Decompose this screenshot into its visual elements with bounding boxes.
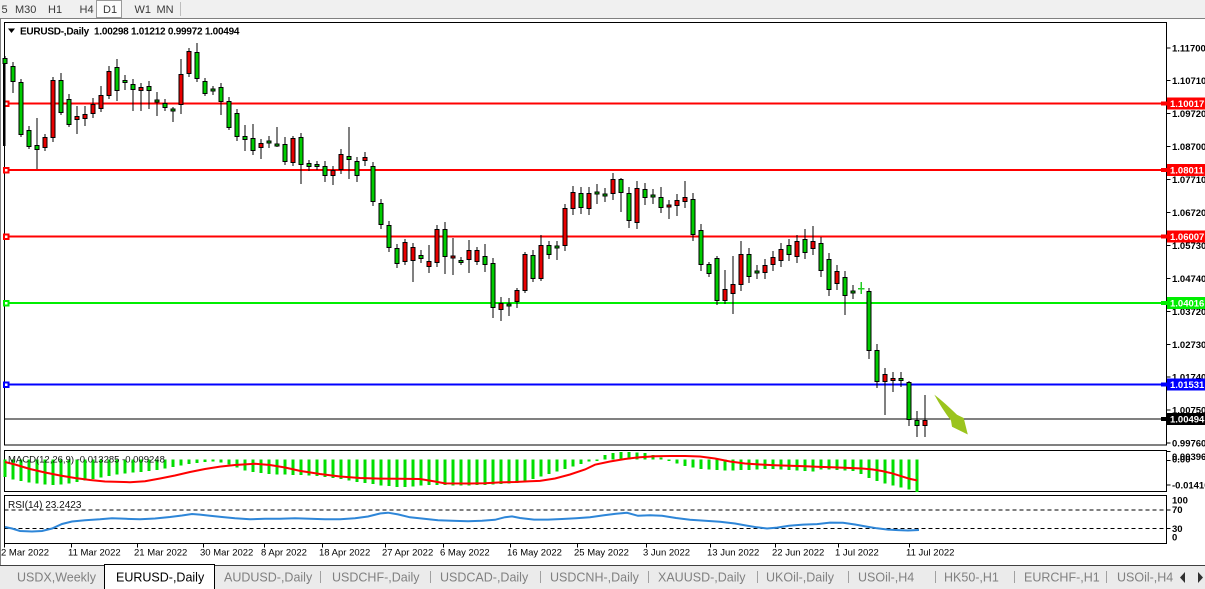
svg-text:11 Mar 2022: 11 Mar 2022 bbox=[68, 548, 121, 559]
svg-text:XAUUSD-,Daily: XAUUSD-,Daily bbox=[658, 571, 746, 585]
svg-text:1.08700: 1.08700 bbox=[1172, 142, 1205, 153]
svg-text:11 Jul 2022: 11 Jul 2022 bbox=[906, 548, 954, 559]
svg-text:1.04016: 1.04016 bbox=[1170, 298, 1204, 309]
svg-text:EURUSD-,Daily 1.00298 1.01212: EURUSD-,Daily 1.00298 1.01212 0.99972 1.… bbox=[20, 27, 240, 38]
svg-text:USDCNH-,Daily: USDCNH-,Daily bbox=[550, 571, 640, 585]
svg-text:USDCHF-,Daily: USDCHF-,Daily bbox=[332, 571, 420, 585]
svg-text:13 Jun 2022: 13 Jun 2022 bbox=[707, 548, 759, 559]
svg-text:M30: M30 bbox=[15, 4, 36, 16]
svg-text:27 Apr 2022: 27 Apr 2022 bbox=[382, 548, 433, 559]
svg-text:1.00750: 1.00750 bbox=[1172, 406, 1205, 417]
svg-text:18 Apr 2022: 18 Apr 2022 bbox=[319, 548, 370, 559]
svg-text:1.04740: 1.04740 bbox=[1172, 274, 1205, 285]
svg-text:3 Jun 2022: 3 Jun 2022 bbox=[643, 548, 690, 559]
svg-text:1 Jul 2022: 1 Jul 2022 bbox=[835, 548, 879, 559]
svg-text:1.06720: 1.06720 bbox=[1172, 208, 1205, 219]
svg-text:HK50-,H1: HK50-,H1 bbox=[944, 571, 999, 585]
svg-text:1.03720: 1.03720 bbox=[1172, 307, 1205, 318]
svg-text:30: 30 bbox=[1172, 524, 1183, 535]
svg-text:1.02730: 1.02730 bbox=[1172, 340, 1205, 351]
svg-text:1.08011: 1.08011 bbox=[1170, 165, 1205, 176]
svg-text:0: 0 bbox=[1172, 533, 1177, 544]
svg-text:0.99760: 0.99760 bbox=[1172, 439, 1205, 450]
svg-text:1.01531: 1.01531 bbox=[1170, 380, 1205, 391]
svg-text:6 May 2022: 6 May 2022 bbox=[440, 548, 490, 559]
svg-text:USDCAD-,Daily: USDCAD-,Daily bbox=[440, 571, 529, 585]
svg-text:1.00494: 1.00494 bbox=[1170, 414, 1205, 425]
svg-text:UKOil-,Daily: UKOil-,Daily bbox=[766, 571, 835, 585]
svg-text:USDX,Weekly: USDX,Weekly bbox=[17, 571, 97, 585]
svg-text:1.07710: 1.07710 bbox=[1172, 175, 1205, 186]
svg-text:70: 70 bbox=[1172, 505, 1183, 516]
svg-text:EURUSD-,Daily: EURUSD-,Daily bbox=[116, 571, 205, 585]
svg-text:EURCHF-,H1: EURCHF-,H1 bbox=[1024, 571, 1100, 585]
svg-text:H1: H1 bbox=[48, 4, 62, 16]
svg-text:MN: MN bbox=[157, 4, 174, 16]
svg-text:1.10710: 1.10710 bbox=[1172, 76, 1205, 87]
svg-text:100: 100 bbox=[1172, 496, 1188, 507]
svg-text:USOil-,H4: USOil-,H4 bbox=[858, 571, 914, 585]
svg-text:1.06007: 1.06007 bbox=[1170, 232, 1204, 243]
svg-text:2 Mar 2022: 2 Mar 2022 bbox=[1, 548, 49, 559]
svg-text:30 Mar 2022: 30 Mar 2022 bbox=[200, 548, 253, 559]
svg-text:1.05730: 1.05730 bbox=[1172, 241, 1205, 252]
svg-text:0.003962: 0.003962 bbox=[1172, 452, 1205, 463]
svg-text:1.10017: 1.10017 bbox=[1170, 99, 1204, 110]
svg-text:25 May 2022: 25 May 2022 bbox=[574, 548, 629, 559]
svg-text:USOil-,H4: USOil-,H4 bbox=[1117, 571, 1173, 585]
svg-text:H4: H4 bbox=[80, 4, 94, 16]
svg-text:W1: W1 bbox=[135, 4, 152, 16]
svg-text:1.01740: 1.01740 bbox=[1172, 373, 1205, 384]
svg-text:5: 5 bbox=[2, 4, 8, 16]
svg-text:-0.01410: -0.01410 bbox=[1172, 481, 1205, 492]
svg-text:1.11700: 1.11700 bbox=[1172, 43, 1205, 54]
svg-text:1.09720: 1.09720 bbox=[1172, 109, 1205, 120]
svg-text:21 Mar 2022: 21 Mar 2022 bbox=[134, 548, 187, 559]
svg-text:D1: D1 bbox=[103, 4, 117, 16]
svg-text:MACD(12,26,9) -0.013285 -0.009: MACD(12,26,9) -0.013285 -0.009248 bbox=[8, 455, 165, 466]
svg-text:16 May 2022: 16 May 2022 bbox=[507, 548, 562, 559]
svg-text:8 Apr 2022: 8 Apr 2022 bbox=[261, 548, 307, 559]
svg-text:0.00: 0.00 bbox=[1172, 455, 1191, 466]
svg-text:22 Jun 2022: 22 Jun 2022 bbox=[772, 548, 824, 559]
svg-text:RSI(14) 23.2423: RSI(14) 23.2423 bbox=[8, 500, 82, 511]
svg-text:AUDUSD-,Daily: AUDUSD-,Daily bbox=[224, 571, 313, 585]
